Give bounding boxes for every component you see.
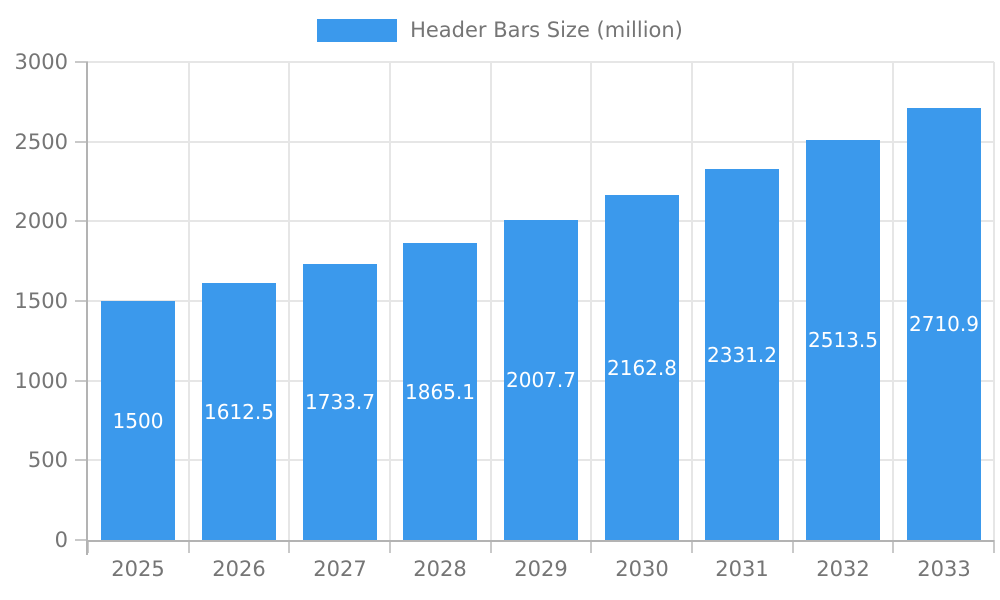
y-tick xyxy=(75,61,88,63)
bar-2029[interactable]: 2007.7 xyxy=(504,220,578,540)
y-tick xyxy=(75,300,88,302)
x-tick-label-2028: 2028 xyxy=(413,557,467,581)
h-gridline xyxy=(88,140,994,143)
bar-value-label: 1733.7 xyxy=(305,390,375,414)
h-gridline xyxy=(88,61,994,63)
x-tick xyxy=(187,540,190,553)
x-tick-label-2032: 2032 xyxy=(816,557,870,581)
bar-value-label: 2710.9 xyxy=(909,312,979,336)
y-tick xyxy=(75,140,88,143)
v-gridline xyxy=(489,62,492,540)
x-tick xyxy=(892,540,895,553)
v-gridline xyxy=(892,62,895,540)
v-gridline xyxy=(187,62,190,540)
y-tick-label-500: 500 xyxy=(27,448,68,472)
bar-value-label: 1500 xyxy=(112,408,164,433)
y-tick xyxy=(75,459,88,462)
y-tick xyxy=(75,220,88,223)
x-tick-label-2029: 2029 xyxy=(514,557,568,581)
y-tick xyxy=(75,539,88,541)
bar-value-label: 2513.5 xyxy=(808,328,878,352)
x-tick xyxy=(590,540,593,553)
x-tick-label-2026: 2026 xyxy=(212,557,266,581)
x-tick-label-2031: 2031 xyxy=(715,557,769,581)
bar-value-label: 1865.1 xyxy=(405,379,475,404)
legend-swatch-icon xyxy=(317,18,398,42)
y-tick-label-0: 0 xyxy=(54,528,68,552)
v-gridline xyxy=(590,62,593,540)
bar-2028[interactable]: 1865.1 xyxy=(403,243,477,540)
bar-value-label: 2162.8 xyxy=(607,355,677,380)
x-tick xyxy=(489,540,492,553)
v-gridline xyxy=(389,62,391,540)
x-tick xyxy=(288,540,291,553)
bar-2033[interactable]: 2710.9 xyxy=(907,108,981,540)
y-tick-label-3000: 3000 xyxy=(14,50,68,74)
x-tick-label-2027: 2027 xyxy=(313,557,367,581)
bar-value-label: 2007.7 xyxy=(506,368,576,392)
y-tick-label-1000: 1000 xyxy=(14,369,68,393)
x-tick-label-2033: 2033 xyxy=(917,557,971,581)
y-tick-label-1500: 1500 xyxy=(14,289,68,313)
y-tick xyxy=(75,379,88,382)
x-tick xyxy=(691,540,693,553)
v-gridline xyxy=(791,62,794,540)
x-axis-line xyxy=(86,540,994,542)
bar-value-label: 2331.2 xyxy=(707,342,777,367)
legend-label: Header Bars Size (million) xyxy=(410,18,683,42)
x-tick xyxy=(791,540,794,553)
x-tick-label-2030: 2030 xyxy=(615,557,669,581)
v-gridline xyxy=(993,62,995,540)
x-tick xyxy=(389,540,391,553)
bar-2032[interactable]: 2513.5 xyxy=(806,140,880,540)
v-gridline xyxy=(288,62,291,540)
v-gridline xyxy=(691,62,693,540)
y-tick-label-2000: 2000 xyxy=(14,209,68,233)
legend-item[interactable]: Header Bars Size (million) xyxy=(317,18,683,42)
bar-value-label: 1612.5 xyxy=(204,399,274,424)
bar-2031[interactable]: 2331.2 xyxy=(705,169,779,540)
y-axis-line xyxy=(86,62,88,555)
legend: Header Bars Size (million) xyxy=(0,18,1000,42)
bar-2025[interactable]: 1500 xyxy=(101,301,175,540)
bar-2030[interactable]: 2162.8 xyxy=(605,195,679,540)
bar-2026[interactable]: 1612.5 xyxy=(202,283,276,540)
x-tick-label-2025: 2025 xyxy=(111,557,165,581)
x-tick xyxy=(87,540,89,553)
x-tick xyxy=(993,540,995,553)
y-tick-label-2500: 2500 xyxy=(14,130,68,154)
bar-2027[interactable]: 1733.7 xyxy=(303,264,377,540)
